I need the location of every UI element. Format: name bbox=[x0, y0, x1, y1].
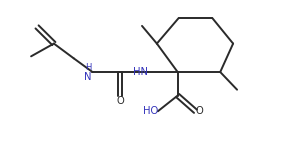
Text: HO: HO bbox=[142, 106, 158, 116]
Text: HN: HN bbox=[133, 67, 148, 77]
Text: O: O bbox=[116, 96, 124, 106]
Text: O: O bbox=[196, 106, 203, 116]
Text: H: H bbox=[85, 63, 91, 72]
Text: N: N bbox=[84, 72, 91, 82]
